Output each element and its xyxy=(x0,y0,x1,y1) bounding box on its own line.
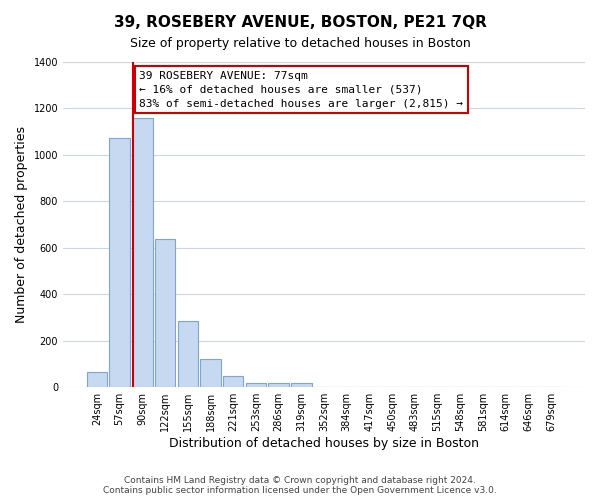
Bar xyxy=(178,321,198,387)
Bar xyxy=(245,382,266,387)
Bar xyxy=(132,118,152,387)
Text: 39 ROSEBERY AVENUE: 77sqm
← 16% of detached houses are smaller (537)
83% of semi: 39 ROSEBERY AVENUE: 77sqm ← 16% of detac… xyxy=(139,71,463,109)
Bar xyxy=(200,360,221,387)
Text: Size of property relative to detached houses in Boston: Size of property relative to detached ho… xyxy=(130,38,470,51)
Bar xyxy=(87,372,107,387)
Text: 39, ROSEBERY AVENUE, BOSTON, PE21 7QR: 39, ROSEBERY AVENUE, BOSTON, PE21 7QR xyxy=(113,15,487,30)
Bar xyxy=(268,383,289,387)
Y-axis label: Number of detached properties: Number of detached properties xyxy=(15,126,28,323)
Bar xyxy=(109,138,130,387)
Text: Contains HM Land Registry data © Crown copyright and database right 2024.
Contai: Contains HM Land Registry data © Crown c… xyxy=(103,476,497,495)
Bar xyxy=(291,383,311,387)
X-axis label: Distribution of detached houses by size in Boston: Distribution of detached houses by size … xyxy=(169,437,479,450)
Bar xyxy=(155,240,175,387)
Bar xyxy=(223,376,244,387)
